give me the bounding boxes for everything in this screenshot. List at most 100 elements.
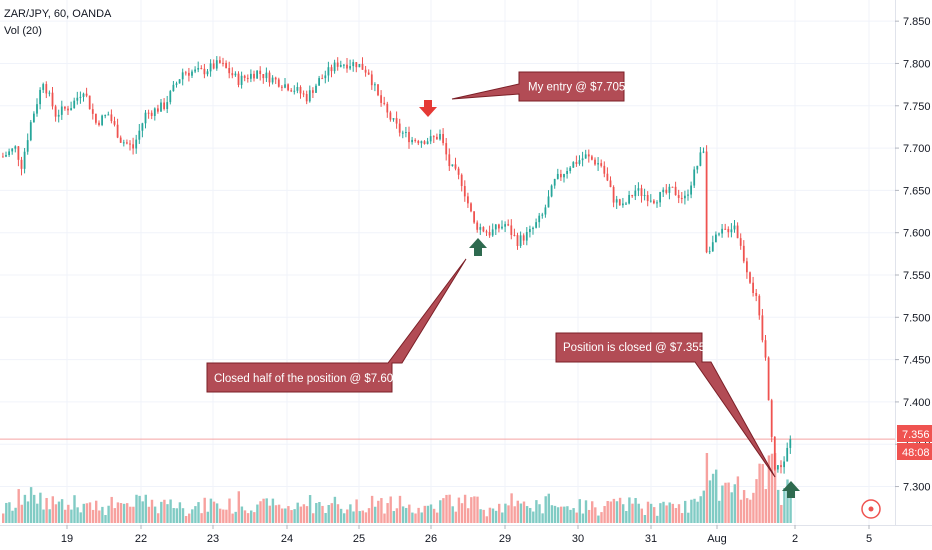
candle-body [752,282,754,293]
volume-bar [250,510,253,523]
candle-body [761,315,764,341]
candle-body [367,72,370,75]
volume-bar [696,501,699,523]
half-close-callout[interactable]: Closed half of the position @ $7.601 [206,258,467,393]
candle-body [426,141,429,144]
candle-body [476,222,479,230]
target-icon[interactable] [861,499,881,519]
candle-body [711,242,714,252]
volume-bar [538,504,541,523]
candle-body [572,162,575,168]
volume-bar [206,511,209,523]
candle-body [718,233,720,235]
volume-bar [457,497,461,523]
volume-bar [637,503,640,523]
candle-body [538,215,541,223]
volume-bar [110,496,113,523]
volume-bar [705,453,709,523]
candle-body [79,96,82,98]
volume-bar [420,512,423,523]
candle-body [355,62,358,68]
candle-body [563,174,565,178]
candle-body [268,72,271,83]
volume-bar [507,505,510,523]
volume-bar [733,484,736,523]
candle-body [690,185,692,195]
time-axis[interactable]: 19 22 23 24 25 26 29 30 31 Aug 2 5 [61,525,872,545]
volume-bar [361,510,364,523]
candle-body [64,106,66,109]
volume-bar [138,495,141,523]
volume-bar [197,502,200,523]
volume-bar [377,500,380,523]
candle-body [569,167,572,172]
candle-body [699,152,702,166]
volume-bar [752,492,755,523]
volume-bar [175,508,178,523]
volume-bar [432,508,436,523]
volume-bar [262,498,265,523]
candle-body [439,133,441,140]
volume-bar [730,492,733,523]
candle-body [749,272,751,283]
entry-callout[interactable]: My entry @ $7.705 [451,71,625,102]
candle-body [550,185,553,197]
candle-body [259,70,262,75]
volume-bar [271,498,275,523]
candle-body [172,84,175,92]
volume-bar [17,489,20,523]
volume-bar [572,508,575,523]
volume-bar [618,497,622,523]
candle-body [730,229,733,233]
volume-bar [23,494,27,523]
volume-bar [764,489,767,523]
candle-body [262,74,265,79]
volume-bar [547,493,550,523]
volume-bar [563,506,566,523]
volume-bar [246,513,250,523]
candle-body [370,74,373,86]
candle-body [656,202,658,204]
candle-body [547,196,550,208]
candle-body [163,102,165,109]
candle-body [777,465,779,470]
volume-bar [184,515,188,523]
volume-indicator-label[interactable]: Vol (20) [4,25,42,37]
candle-body [587,154,590,157]
candle-body [408,131,410,143]
candle-body [560,173,562,178]
volume-bar [643,514,647,523]
candle-body [442,133,444,144]
volume-bar [355,499,358,523]
x-tick-label: 22 [135,533,147,545]
candle-body [318,78,320,86]
candle-body [330,67,333,72]
candle-body [281,86,283,88]
volume-bar [715,469,718,523]
volume-bar [169,499,172,523]
volume-bar [2,513,5,523]
volume-bar [324,512,327,523]
candle-body [575,162,578,164]
volume-bar [482,509,485,523]
candle-body [389,112,392,120]
candle-body [541,214,544,216]
candle-body [200,67,203,69]
half-close-callout-text: Closed half of the position @ $7.601 [214,373,400,385]
symbol-title[interactable]: ZAR/JPY, 60, OANDA [4,8,112,20]
candle-body [51,92,54,107]
volume-bar [299,506,302,523]
candle-body [240,75,243,85]
volume-bar [126,503,129,523]
candle-body [643,195,646,197]
candle-body [631,194,634,197]
volume-bar [398,495,402,523]
closed-callout[interactable]: Position is closed @ $7.355 [555,332,776,478]
volume-bar [36,503,39,523]
x-tick-label: 25 [353,533,365,545]
candle-body [783,461,785,468]
half-close-arrow-up-icon [469,238,487,256]
volume-bar [305,506,309,523]
candle-body [287,84,289,91]
